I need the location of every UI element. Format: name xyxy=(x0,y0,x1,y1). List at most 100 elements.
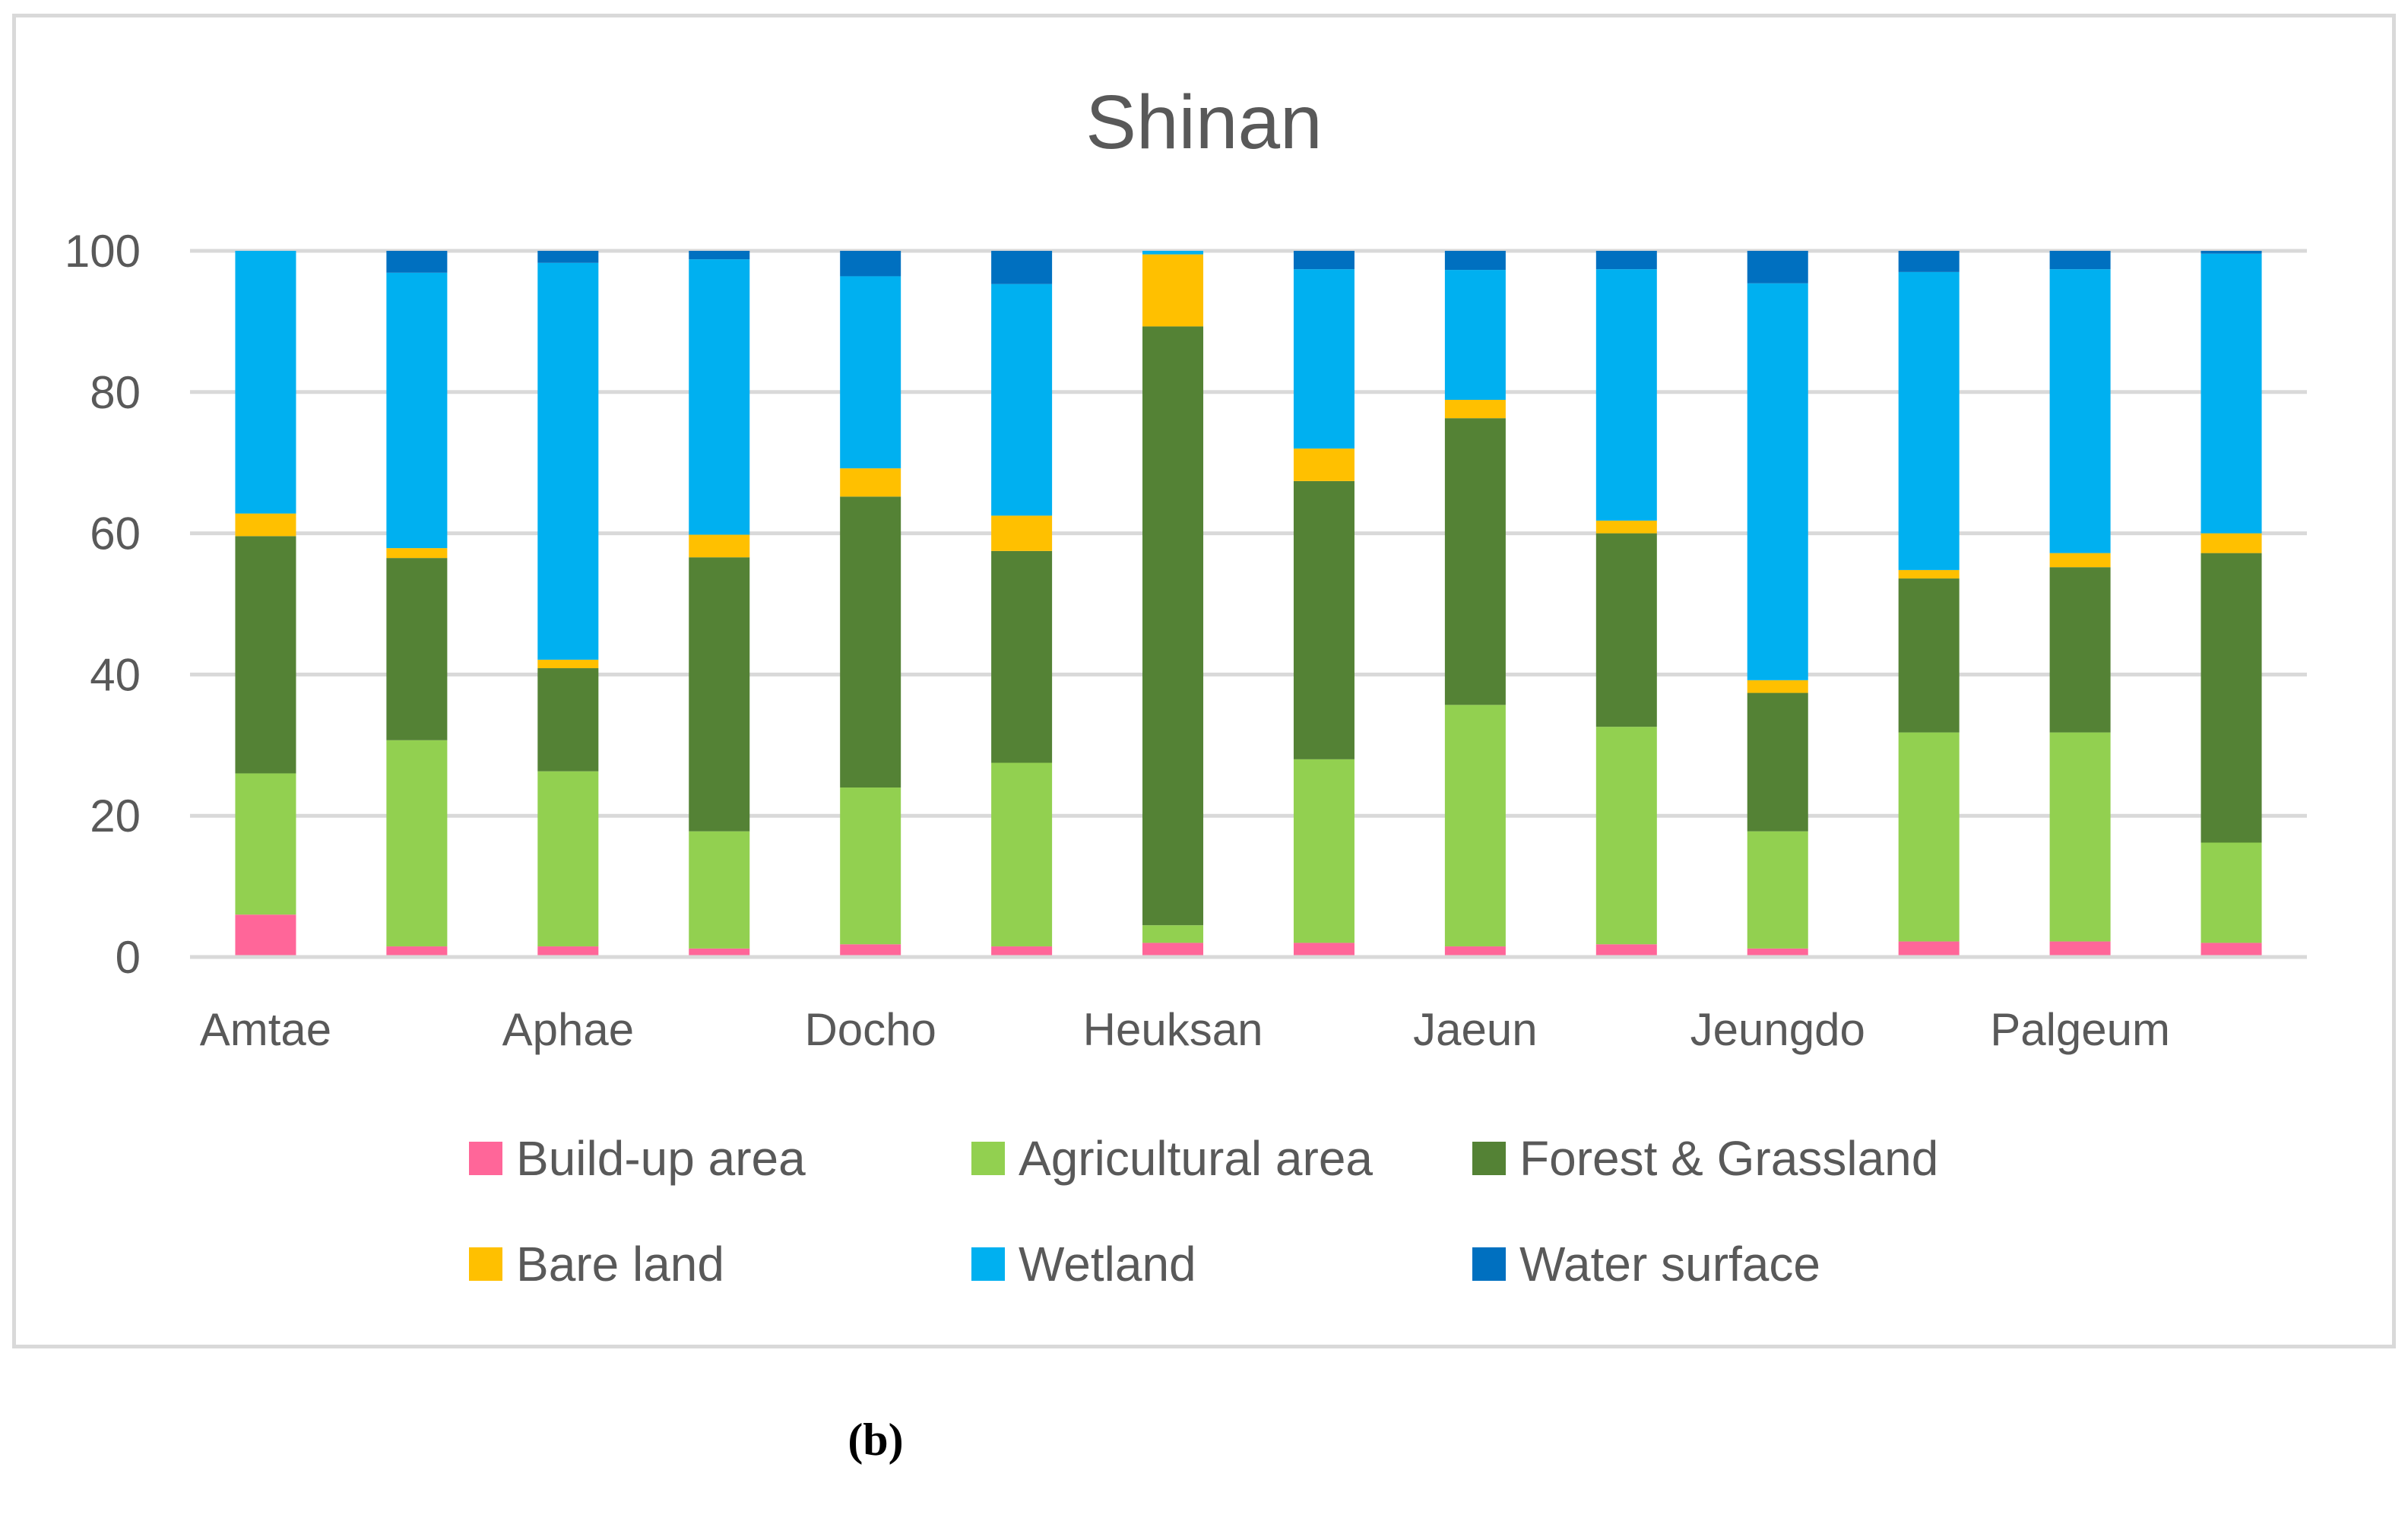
bar-jaeun-water-surface xyxy=(1444,251,1506,271)
legend-label-agricultural-area: Agricultural area xyxy=(1019,1131,1373,1186)
bar-sinui-build-up-area xyxy=(2200,943,2262,957)
bar-jeungdo-water-surface xyxy=(1747,251,1808,284)
bar-anjwa-agricultural-area xyxy=(386,740,448,947)
bar-anjwa-wetland xyxy=(386,272,448,549)
bar-sinui-agricultural-area xyxy=(2200,842,2262,943)
bar-docho-wetland xyxy=(840,276,901,469)
legend-label-bare-land: Bare land xyxy=(516,1237,724,1291)
bar-haui-agricultural-area xyxy=(1293,759,1354,943)
y-tick-label-60: 60 xyxy=(90,509,141,559)
bar-haui-bare-land xyxy=(1293,448,1354,481)
bar-aphae-agricultural-area xyxy=(537,771,599,947)
y-tick-label-0: 0 xyxy=(116,932,141,983)
y-tick-label-20: 20 xyxy=(90,791,141,841)
bar-aphae-bare-land xyxy=(537,659,599,669)
bar-haui-water-surface xyxy=(1293,251,1354,270)
bar-aphae-forest-grassland xyxy=(537,668,599,772)
bar-bigeum-water-surface xyxy=(689,251,750,260)
x-tick-label-jeungdo: Jeungdo xyxy=(1690,1004,1865,1055)
bar-bigeum-bare-land xyxy=(689,534,750,558)
x-tick-label-docho: Docho xyxy=(804,1004,936,1055)
bar-jido-agricultural-area xyxy=(1898,732,1960,942)
bar-jaeun-forest-grassland xyxy=(1444,418,1506,705)
bar-aphae-build-up-area xyxy=(537,946,599,957)
bar-dochodong-wetland xyxy=(991,284,1053,516)
bar-jangsan-build-up-area xyxy=(1595,944,1657,957)
bar-dochodong-water-surface xyxy=(991,251,1053,284)
bar-bigeum-build-up-area xyxy=(689,948,750,957)
bar-jido-water-surface xyxy=(1898,251,1960,272)
bar-palgeum-wetland xyxy=(2049,269,2111,553)
bar-jaeun-build-up-area xyxy=(1444,946,1506,957)
legend-label-build-up-area: Build-up area xyxy=(516,1131,806,1186)
bar-jeungdo-forest-grassland xyxy=(1747,692,1808,832)
bar-dochodong-bare-land xyxy=(991,515,1053,551)
y-tick-label-40: 40 xyxy=(90,649,141,700)
bar-bigeum-wetland xyxy=(689,259,750,535)
bar-bigeum-forest-grassland xyxy=(689,557,750,832)
bar-amtae-agricultural-area xyxy=(235,773,296,915)
bar-heuksan-forest-grassland xyxy=(1142,326,1204,926)
bar-jangsan-water-surface xyxy=(1595,251,1657,270)
chart-title: Shinan xyxy=(1085,80,1322,165)
bar-jido-forest-grassland xyxy=(1898,578,1960,733)
bar-docho-bare-land xyxy=(840,468,901,497)
bar-haui-forest-grassland xyxy=(1293,480,1354,759)
y-tick-label-80: 80 xyxy=(90,367,141,418)
bar-jaeun-bare-land xyxy=(1444,400,1506,419)
bar-sinui-wetland xyxy=(2200,253,2262,534)
x-tick-label-palgeum: Palgeum xyxy=(1990,1004,2170,1055)
bar-amtae-forest-grassland xyxy=(235,536,296,774)
bar-sinui-forest-grassland xyxy=(2200,553,2262,843)
bar-palgeum-water-surface xyxy=(2049,251,2111,270)
bar-heuksan-bare-land xyxy=(1142,254,1204,327)
bar-docho-forest-grassland xyxy=(840,496,901,788)
bar-heuksan-agricultural-area xyxy=(1142,925,1204,943)
bar-dochodong-forest-grassland xyxy=(991,550,1053,763)
bar-jaeun-agricultural-area xyxy=(1444,705,1506,947)
bar-amtae-bare-land xyxy=(235,513,296,537)
bar-anjwa-bare-land xyxy=(386,548,448,559)
bar-palgeum-forest-grassland xyxy=(2049,567,2111,733)
bar-docho-build-up-area xyxy=(840,944,901,957)
bar-jeungdo-agricultural-area xyxy=(1747,831,1808,949)
bar-docho-agricultural-area xyxy=(840,787,901,945)
bar-aphae-water-surface xyxy=(537,251,599,263)
legend-label-forest-grassland: Forest & Grassland xyxy=(1519,1131,1938,1186)
legend-label-water-surface: Water surface xyxy=(1519,1237,1820,1291)
bar-heuksan-wetland xyxy=(1142,251,1204,255)
x-tick-label-heuksan: Heuksan xyxy=(1083,1004,1263,1055)
x-tick-label-aphae: Aphae xyxy=(502,1004,635,1055)
bar-jangsan-wetland xyxy=(1595,269,1657,521)
x-tick-label-jaeun: Jaeun xyxy=(1413,1004,1537,1055)
bar-haui-wetland xyxy=(1293,269,1354,449)
bar-sinui-bare-land xyxy=(2200,533,2262,553)
legend-swatch-build-up-area xyxy=(469,1142,502,1175)
x-tick-label-amtae: Amtae xyxy=(200,1004,331,1055)
y-tick-label-100: 100 xyxy=(65,226,141,277)
bar-dochodong-build-up-area xyxy=(991,946,1053,957)
legend-swatch-water-surface xyxy=(1472,1247,1506,1281)
bar-palgeum-build-up-area xyxy=(2049,941,2111,957)
bar-amtae-wetland xyxy=(235,251,296,514)
bar-palgeum-bare-land xyxy=(2049,553,2111,568)
bar-jeungdo-build-up-area xyxy=(1747,948,1808,957)
bar-anjwa-build-up-area xyxy=(386,946,448,957)
bar-docho-water-surface xyxy=(840,251,901,277)
bar-dochodong-agricultural-area xyxy=(991,762,1053,947)
bar-palgeum-agricultural-area xyxy=(2049,732,2111,942)
bar-heuksan-build-up-area xyxy=(1142,943,1204,957)
bar-bigeum-agricultural-area xyxy=(689,831,750,949)
bar-jido-build-up-area xyxy=(1898,941,1960,957)
bar-aphae-wetland xyxy=(537,262,599,660)
legend-swatch-agricultural-area xyxy=(971,1142,1005,1175)
bar-jangsan-agricultural-area xyxy=(1595,727,1657,945)
legend-swatch-bare-land xyxy=(469,1247,502,1281)
bar-jeungdo-wetland xyxy=(1747,283,1808,680)
bar-haui-build-up-area xyxy=(1293,943,1354,957)
bar-jangsan-forest-grassland xyxy=(1595,533,1657,727)
bar-jaeun-wetland xyxy=(1444,270,1506,401)
legend-label-wetland: Wetland xyxy=(1019,1237,1196,1291)
legend-swatch-forest-grassland xyxy=(1472,1142,1506,1175)
